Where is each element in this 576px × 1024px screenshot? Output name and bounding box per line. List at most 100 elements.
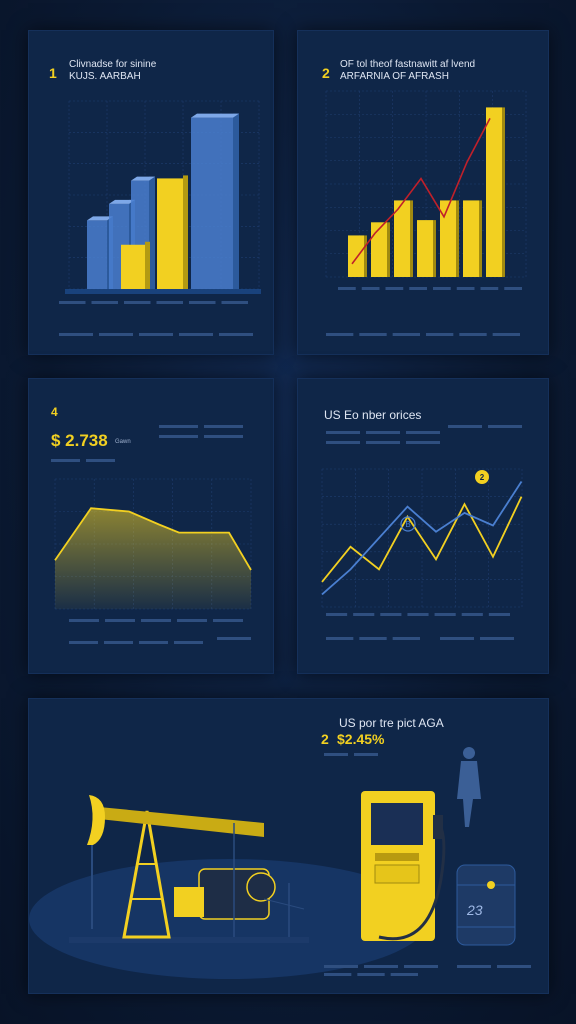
panel-subtitle: ARFARNIA OF AFRASH <box>340 71 449 82</box>
fence-wire <box>263 898 305 910</box>
panel-number: 2 <box>321 731 329 747</box>
yellow-line <box>321 496 523 583</box>
description-text <box>364 965 398 968</box>
description-text <box>324 753 348 756</box>
area-chart-panel: 4 $ 2.738 Gawn <box>28 378 274 674</box>
axis-tick-label <box>156 301 183 304</box>
description-text <box>404 965 438 968</box>
axis-tick-label <box>433 287 451 290</box>
panel-subtitle: KUJS. AARBAH <box>69 71 141 82</box>
line-chart: B2 <box>321 425 523 640</box>
yellow-bar <box>371 222 387 277</box>
legend-item <box>59 333 93 336</box>
blue-bar-top <box>191 113 239 118</box>
pumpjack-horsehead <box>87 795 105 845</box>
oil-barrel <box>456 864 516 946</box>
blue-bar-side <box>233 113 239 290</box>
yellow-bar <box>463 200 479 277</box>
price-value: $ 2.738 <box>51 431 108 450</box>
legend-item <box>326 637 354 640</box>
axis-tick-label <box>380 613 402 616</box>
barrel-cap <box>487 881 495 889</box>
pumpjack-motor <box>174 887 204 917</box>
yellow-bar-side <box>387 222 390 277</box>
description-text <box>354 753 378 756</box>
yellow-bar <box>440 200 456 277</box>
axis-tick-label <box>456 287 475 290</box>
panel-number: 1 <box>49 65 57 81</box>
bar-chart <box>59 100 261 336</box>
legend-item <box>139 333 173 336</box>
yellow-bar <box>417 220 433 277</box>
legend-item <box>492 333 520 336</box>
description-text <box>159 435 198 438</box>
axis-tick-label <box>326 613 348 616</box>
description-text <box>51 459 80 462</box>
axis-tick-label <box>480 287 499 290</box>
yellow-bar <box>486 107 502 277</box>
panel-title: US por tre pict AGA <box>339 716 444 730</box>
description-text <box>488 425 522 428</box>
description-text <box>326 441 360 444</box>
fuel-pump-keypad <box>374 864 420 884</box>
blue-line <box>321 481 523 596</box>
legend-item <box>392 333 420 336</box>
price-value: $2.45% <box>337 731 385 747</box>
description-text <box>406 441 440 444</box>
axis-tick-label <box>69 619 99 622</box>
yellow-bar-side <box>502 107 505 277</box>
axis-tick-label <box>91 301 118 304</box>
fuel-pump-screen <box>371 803 423 845</box>
blue-bar-top <box>131 176 155 181</box>
description-text <box>390 973 418 976</box>
axis-tick-label <box>488 613 510 616</box>
fuel-pump-display <box>375 853 419 861</box>
description-text <box>497 965 531 968</box>
blue-bar-top <box>109 199 135 204</box>
area-chart <box>51 425 252 644</box>
bar-trend-chart <box>325 90 527 336</box>
description-text <box>86 459 115 462</box>
description-text <box>357 973 385 976</box>
axis-tick-label <box>338 287 356 290</box>
panel-title: Clivnadse for sinine <box>69 59 157 70</box>
description-text <box>326 431 360 434</box>
yellow-bar-side <box>145 241 150 289</box>
axis-tick-label <box>124 301 151 304</box>
blue-bar <box>191 117 233 290</box>
ground <box>69 937 309 943</box>
yellow-bar-side <box>456 200 459 277</box>
description-text <box>204 425 243 428</box>
axis-tick-label <box>361 287 380 290</box>
axis-tick-label <box>504 287 522 290</box>
legend-item <box>359 637 387 640</box>
yellow-bar <box>394 200 410 277</box>
axis-tick-label <box>434 613 456 616</box>
area-fill <box>55 508 251 609</box>
axis-tick-label <box>59 301 86 304</box>
panel-number: 4 <box>51 405 58 419</box>
description-text <box>204 435 243 438</box>
barrel-label: 23 <box>466 902 483 918</box>
marker-label: B <box>405 520 410 529</box>
trend-line <box>351 117 491 265</box>
panel-title: OF tol theof fastnawitt af lvend <box>340 59 476 70</box>
legend-item <box>480 637 514 640</box>
legend-item <box>459 333 487 336</box>
description-text <box>366 431 400 434</box>
pin-label: 2 <box>480 473 485 482</box>
yellow-bar-side <box>410 200 413 277</box>
description-text <box>448 425 482 428</box>
legend-item <box>104 641 133 644</box>
bar-chart-panel-1: 1 Clivnadse for sinine KUJS. AARBAH <box>28 30 274 355</box>
yellow-bar <box>157 178 183 289</box>
blue-bar-side <box>149 176 155 289</box>
description-text <box>324 973 352 976</box>
yellow-bar-side <box>183 175 188 289</box>
legend-item <box>359 333 387 336</box>
legend-item <box>440 637 474 640</box>
chart-floor <box>65 289 261 294</box>
axis-tick-label <box>353 613 375 616</box>
description-text <box>366 441 400 444</box>
oil-scene-illustration: 23 <box>29 747 531 979</box>
